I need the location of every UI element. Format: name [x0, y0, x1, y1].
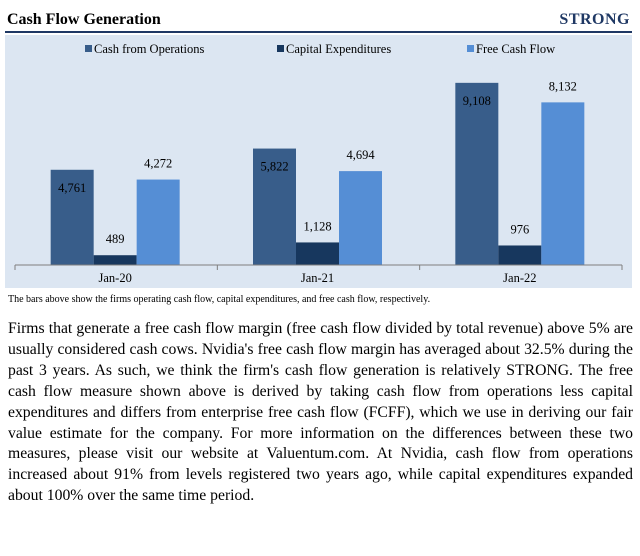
- bar-capital-expenditures-jan-20: [93, 255, 137, 265]
- legend-label-capital-expenditures: Capital Expenditures: [286, 42, 391, 56]
- section-title: Cash Flow Generation: [7, 11, 161, 28]
- data-label-capital-expenditures-jan-22: 976: [510, 222, 529, 236]
- legend-swatch-capital-expenditures: [277, 45, 284, 52]
- rating-label: STRONG: [559, 11, 630, 28]
- bar-capital-expenditures-jan-22: [498, 245, 542, 265]
- section-header: Cash Flow Generation STRONG: [5, 9, 632, 33]
- data-label-free-cash-flow-jan-20: 4,272: [144, 157, 172, 171]
- bar-cash-from-operations-jan-20: [50, 169, 94, 265]
- data-label-capital-expenditures-jan-21: 1,128: [303, 219, 331, 233]
- legend-swatch-free-cash-flow: [467, 45, 474, 52]
- cash-flow-chart: Cash from Operations Capital Expenditures…: [5, 35, 632, 288]
- data-label-free-cash-flow-jan-22: 8,132: [549, 79, 577, 93]
- data-label-cash-from-operations-jan-20: 4,761: [58, 181, 86, 195]
- legend-swatch-cash-from-operations: [85, 45, 92, 52]
- chart-canvas: Cash from Operations Capital Expenditures…: [14, 42, 623, 285]
- data-label-cash-from-operations-jan-21: 5,822: [260, 160, 288, 174]
- x-tick-label-jan-22: Jan-22: [503, 271, 536, 285]
- data-label-cash-from-operations-jan-22: 9,108: [463, 94, 491, 108]
- data-label-free-cash-flow-jan-21: 4,694: [346, 148, 375, 162]
- data-label-capital-expenditures-jan-20: 489: [106, 232, 125, 246]
- bar-free-cash-flow-jan-21: [339, 171, 382, 265]
- bar-cash-from-operations-jan-22: [455, 82, 499, 265]
- bar-free-cash-flow-jan-22: [541, 102, 585, 265]
- legend-label-free-cash-flow: Free Cash Flow: [476, 42, 555, 56]
- analysis-paragraph: Firms that generate a free cash flow mar…: [8, 320, 633, 505]
- x-tick-label-jan-21: Jan-21: [301, 271, 334, 285]
- bar-cash-from-operations-jan-21: [253, 148, 296, 265]
- bar-capital-expenditures-jan-21: [296, 242, 339, 265]
- bar-free-cash-flow-jan-20: [136, 179, 180, 265]
- x-tick-label-jan-20: Jan-20: [99, 271, 132, 285]
- chart-caption: The bars above show the firms operating …: [8, 294, 431, 305]
- legend-label-cash-from-operations: Cash from Operations: [94, 42, 205, 56]
